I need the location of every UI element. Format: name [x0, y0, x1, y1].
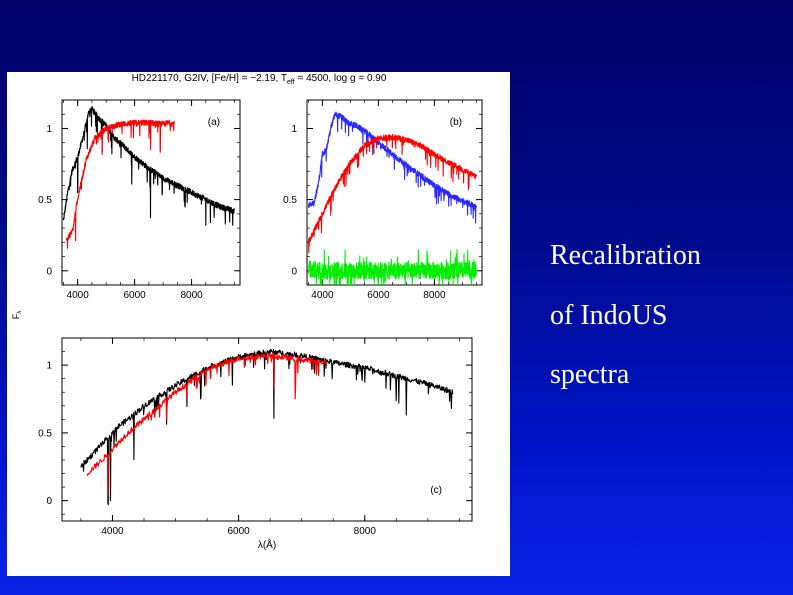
y-tick-label: 0 [291, 266, 297, 277]
x-tick-label: 8000 [180, 290, 203, 301]
x-tick-label: 4000 [311, 290, 334, 301]
y-tick-label: 0 [46, 496, 52, 507]
x-tick-label: 4000 [67, 290, 90, 301]
figure-title: HD221170, G2IV, [Fe/H] = −2.19, Teff = 4… [132, 73, 387, 86]
y-tick-label: 1 [291, 124, 297, 135]
panel-label-b: (b) [450, 117, 462, 128]
x-axis-label: λ(Å) [258, 538, 276, 551]
series-line-a-0 [62, 106, 235, 226]
plot-frame-b [306, 99, 483, 286]
spectra-figure-svg: HD221170, G2IV, [Fe/H] = −2.19, Teff = 4… [11, 73, 483, 551]
slide-title-line-3: spectra [550, 359, 630, 390]
series-line-b-0 [307, 111, 477, 224]
series-line-b-2 [307, 248, 477, 285]
x-tick-label: 4000 [101, 526, 124, 537]
x-tick-label: 8000 [423, 290, 446, 301]
series-line-c-1 [86, 352, 328, 496]
plot-frame-a [61, 99, 241, 286]
panel-a: 4000 6000 8000 0 0.5 1 (a) [38, 99, 241, 301]
series-line-c-0 [80, 348, 454, 506]
panel-label-a: (a) [208, 117, 220, 128]
y-tick-label: 0.5 [38, 428, 52, 439]
x-tick-label: 6000 [367, 290, 390, 301]
series-line-a-1 [65, 119, 175, 249]
x-tick-label: 6000 [123, 290, 146, 301]
slide-title-line-1: Recalibration [550, 240, 701, 271]
spectra-figure: HD221170, G2IV, [Fe/H] = −2.19, Teff = 4… [7, 72, 510, 576]
panel-label-c: (c) [430, 485, 442, 496]
panel-c: 4000 6000 8000 0 0.5 1 (c) λ(Å) [38, 337, 473, 551]
y-tick-label: 0.5 [283, 195, 297, 206]
y-tick-label: 1 [46, 361, 52, 372]
x-tick-label: 8000 [354, 526, 377, 537]
series-line-b-1 [307, 133, 477, 254]
y-tick-label: 0.5 [38, 195, 52, 206]
y-tick-label: 0 [46, 266, 52, 277]
y-axis-label: Fλ [11, 311, 23, 320]
y-tick-label: 1 [46, 124, 52, 135]
panel-b: 4000 6000 8000 0 0.5 1 (b) [283, 99, 483, 301]
slide-title-line-2: of IndoUS [550, 300, 668, 331]
plot-frame-c [61, 337, 473, 522]
x-tick-label: 6000 [227, 526, 250, 537]
